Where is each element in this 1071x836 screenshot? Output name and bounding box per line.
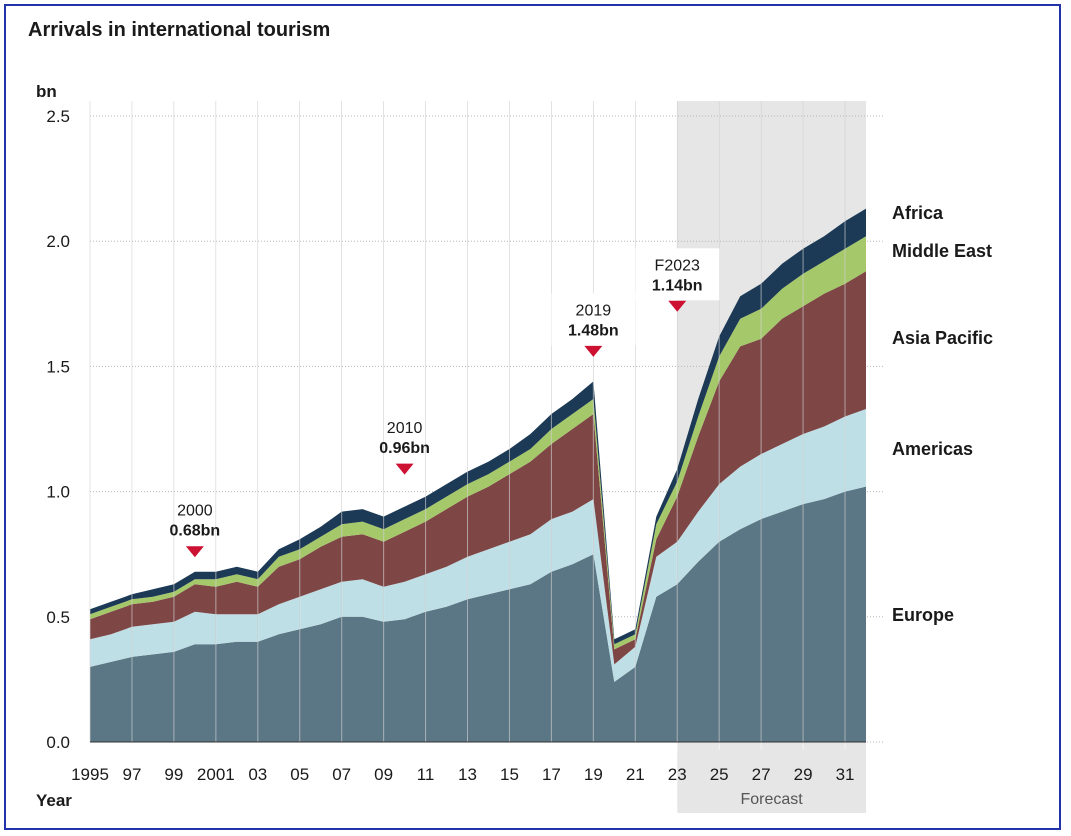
y-axis-unit: bn bbox=[36, 82, 57, 101]
x-axis-title: Year bbox=[36, 791, 72, 810]
x-tick-label: 27 bbox=[752, 765, 771, 784]
annotation-marker bbox=[185, 546, 204, 558]
x-tick-label: 25 bbox=[710, 765, 729, 784]
annotation-backdrop bbox=[551, 293, 636, 346]
area-asia-pacific bbox=[90, 271, 866, 665]
x-tick-label: 15 bbox=[500, 765, 519, 784]
legend-label: Middle East bbox=[892, 241, 992, 261]
y-tick-label: 0.5 bbox=[46, 608, 70, 627]
y-tick-label: 2.5 bbox=[46, 107, 70, 126]
area-europe bbox=[90, 486, 866, 742]
x-tick-label: 07 bbox=[332, 765, 351, 784]
annotation-marker bbox=[584, 345, 603, 357]
annotation-marker bbox=[395, 463, 414, 475]
legend-label: Asia Pacific bbox=[892, 328, 993, 348]
annotation-year: 2010 bbox=[387, 420, 423, 437]
x-tick-label: 13 bbox=[458, 765, 477, 784]
x-tick-label: 09 bbox=[374, 765, 393, 784]
legend-label: Americas bbox=[892, 439, 973, 459]
x-tick-label: 17 bbox=[542, 765, 561, 784]
forecast-label: Forecast bbox=[740, 791, 803, 808]
x-tick-label: 03 bbox=[248, 765, 267, 784]
x-tick-label: 99 bbox=[164, 765, 183, 784]
x-tick-label: 1995 bbox=[71, 765, 109, 784]
y-tick-label: 0.0 bbox=[46, 733, 70, 752]
legend-label: Africa bbox=[892, 203, 944, 223]
x-tick-label: 21 bbox=[626, 765, 645, 784]
annotation-year: F2023 bbox=[655, 257, 700, 274]
annotation-value: 0.96bn bbox=[379, 440, 430, 457]
annotation-year: 2000 bbox=[177, 503, 213, 520]
annotation-marker bbox=[668, 300, 687, 312]
legend-label: Europe bbox=[892, 605, 954, 625]
x-tick-label: 19 bbox=[584, 765, 603, 784]
x-tick-label: 97 bbox=[122, 765, 141, 784]
x-tick-label: 29 bbox=[794, 765, 813, 784]
x-tick-label: 23 bbox=[668, 765, 687, 784]
x-tick-label: 2001 bbox=[197, 765, 235, 784]
annotation-value: 1.14bn bbox=[652, 277, 703, 294]
annotation-value: 0.68bn bbox=[170, 523, 221, 540]
x-tick-label: 31 bbox=[836, 765, 855, 784]
y-tick-label: 1.5 bbox=[46, 357, 70, 376]
x-tick-label: 11 bbox=[417, 765, 435, 784]
annotation-backdrop bbox=[635, 248, 720, 301]
annotation-year: 2019 bbox=[576, 302, 612, 319]
x-tick-label: 05 bbox=[290, 765, 309, 784]
annotation-value: 1.48bn bbox=[568, 322, 619, 339]
y-tick-label: 2.0 bbox=[46, 232, 70, 251]
y-tick-label: 1.0 bbox=[46, 483, 70, 502]
chart-title: Arrivals in international tourism bbox=[28, 19, 330, 41]
area-americas bbox=[90, 409, 866, 682]
